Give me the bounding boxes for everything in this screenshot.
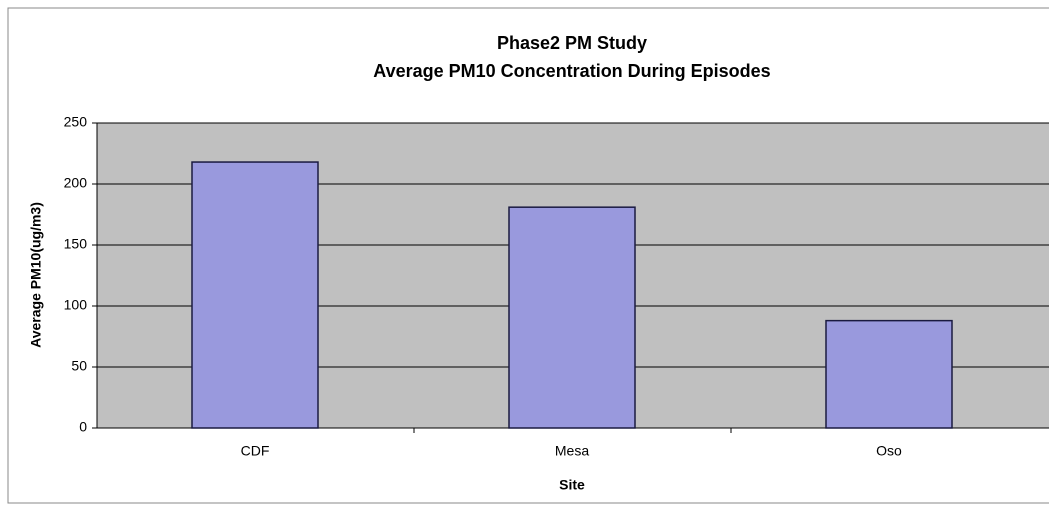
y-tick-label: 250 (64, 114, 88, 130)
x-axis-title: Site (559, 477, 585, 493)
x-tick-label: CDF (241, 443, 270, 459)
y-tick-label: 0 (79, 419, 87, 435)
bar (825, 319, 953, 429)
y-tick-label: 50 (71, 358, 87, 374)
y-tick-label: 150 (64, 236, 88, 252)
x-tick-label: Oso (876, 443, 902, 459)
bar (508, 206, 636, 429)
bar (191, 161, 319, 429)
y-tick-label: 100 (64, 297, 88, 313)
y-axis-title: Average PM10(ug/m3) (28, 202, 44, 348)
y-tick-label: 200 (64, 175, 88, 191)
x-tick-label: Mesa (555, 443, 589, 459)
chart-title: Phase2 PM Study (497, 33, 647, 53)
chart-subtitle: Average PM10 Concentration During Episod… (373, 61, 770, 81)
